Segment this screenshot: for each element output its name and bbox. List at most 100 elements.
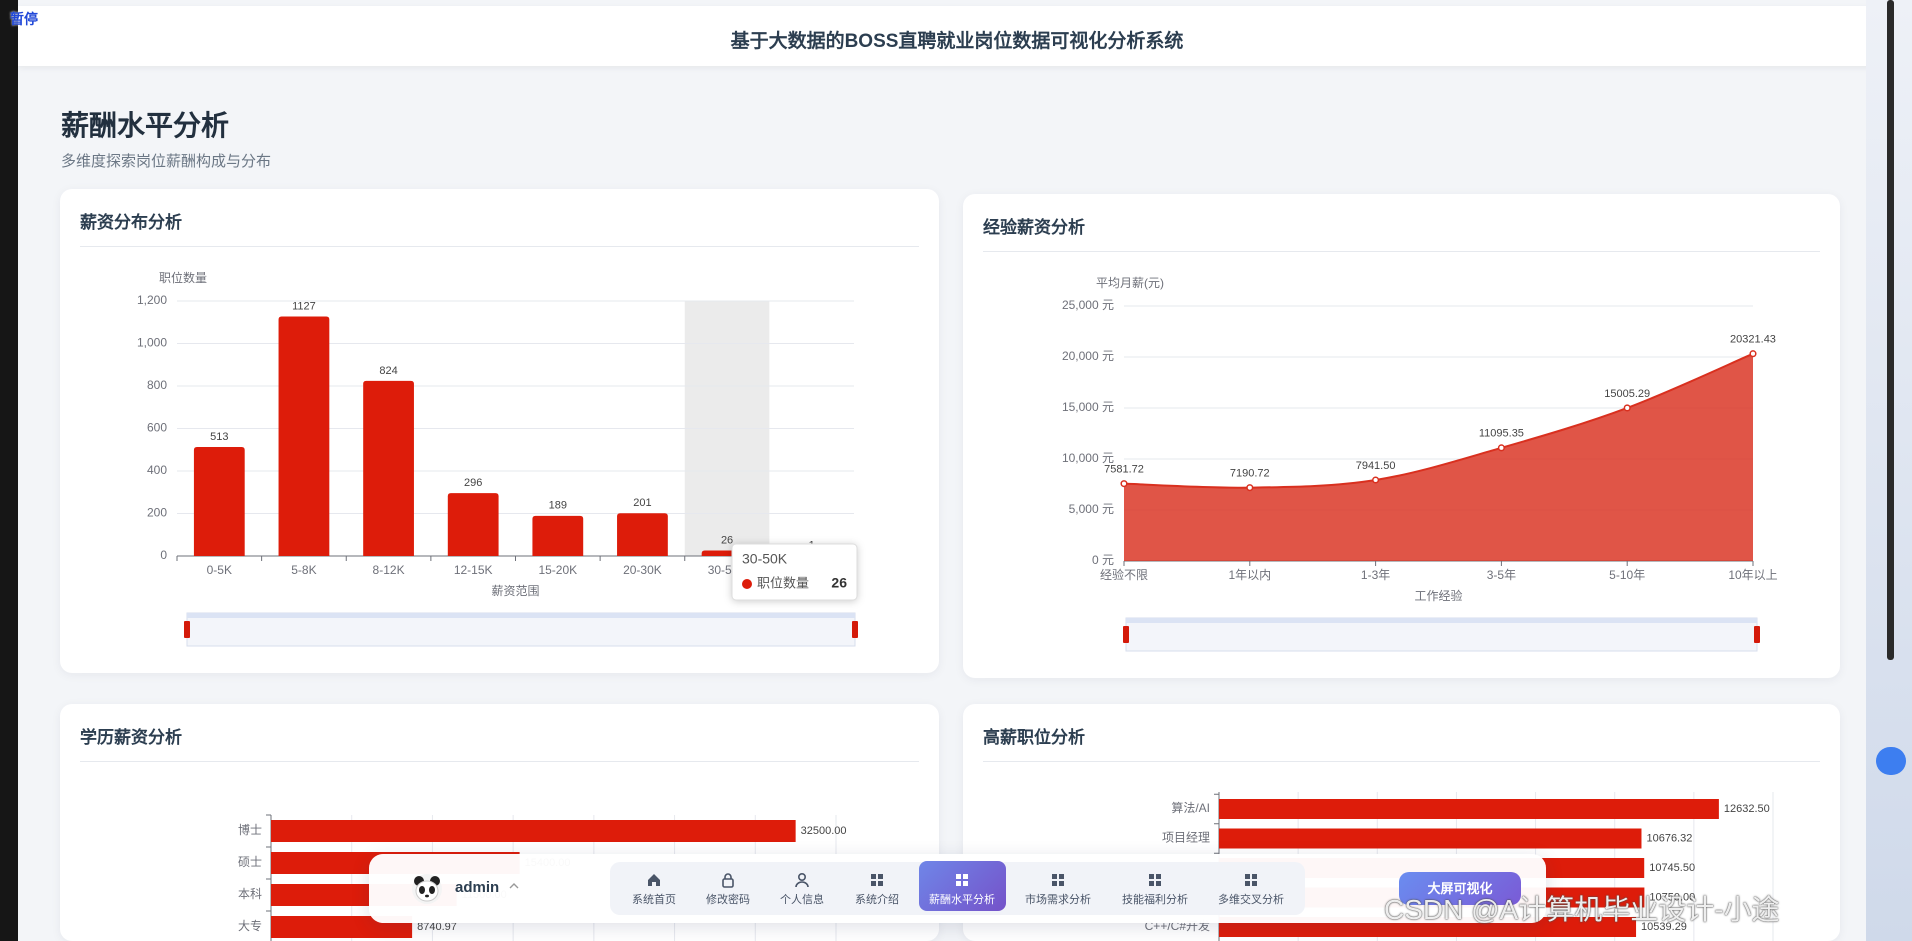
x-tick-label: 3-5年	[1487, 568, 1516, 582]
tooltip	[731, 543, 858, 601]
bar	[447, 493, 499, 556]
x-tick-label: 15-20K	[538, 563, 577, 577]
scrollbar[interactable]	[1887, 0, 1894, 660]
y-tick-label: 项目经理	[1162, 831, 1210, 845]
y-tick-label: 1,200	[137, 293, 167, 307]
nav-item[interactable]: 多维交叉分析	[1206, 872, 1296, 907]
point	[1623, 404, 1631, 412]
bar	[617, 513, 668, 556]
tooltip-title: 30-50K	[742, 551, 788, 567]
zoom-handle	[852, 621, 858, 638]
separator	[983, 251, 1820, 252]
data-label: 11095.35	[1479, 428, 1524, 440]
y-tick-label: 0 元	[1092, 553, 1114, 567]
point	[1372, 476, 1380, 484]
zoom-slider	[1125, 617, 1758, 652]
x-axis-label: 薪资范围	[491, 584, 539, 598]
y-tick-label: 15,000 元	[1062, 400, 1114, 414]
nav-label: 技能福利分析	[1122, 894, 1188, 906]
y-tick-label: 600	[147, 421, 167, 435]
tooltip-marker	[742, 579, 752, 589]
zoom-slider-bar	[187, 613, 855, 618]
icon-user	[795, 872, 809, 888]
data-label: 32500.00	[801, 825, 847, 837]
chart-card: 薪资分布分析 0 200 400 600 800 1,000 1,200 职位数量 薪资范围 51…	[60, 189, 939, 673]
icon-lock	[722, 873, 734, 888]
nav-label: 多维交叉分析	[1218, 894, 1284, 906]
x-tick-label: 0-5K	[207, 563, 232, 577]
bar	[271, 820, 796, 842]
nav-label: 修改密码	[706, 894, 750, 906]
nav-item[interactable]: 修改密码	[683, 872, 773, 907]
point	[1246, 484, 1254, 492]
y-tick-label: 本科	[238, 887, 262, 901]
nav-label: 市场需求分析	[1025, 894, 1091, 906]
zoom-handle	[1754, 626, 1760, 643]
zoom-handle	[1123, 626, 1129, 643]
card-title: 经验薪资分析	[983, 218, 1085, 237]
y-tick-label: 10,000 元	[1062, 451, 1114, 465]
data-label: 15005.29	[1604, 388, 1650, 400]
tooltip-series: 职位数量	[757, 575, 809, 590]
icon-grid	[871, 874, 883, 886]
data-label: 513	[210, 431, 228, 443]
bar	[278, 316, 330, 556]
header-title: 基于大数据的BOSS直聘就业岗位数据可视化分析系统	[730, 31, 1184, 52]
y-axis-label: 平均月薪(元)	[1096, 276, 1164, 290]
data-label: 12632.50	[1724, 803, 1770, 815]
separator	[983, 761, 1820, 762]
point	[1497, 444, 1505, 452]
user-name[interactable]: admin	[455, 879, 500, 896]
data-label: 10676.32	[1646, 832, 1692, 844]
tooltip-value: 26	[831, 575, 847, 591]
y-tick-label: 400	[147, 463, 167, 477]
data-label: 201	[633, 497, 651, 509]
side-button[interactable]	[1876, 747, 1906, 775]
data-label: 20321.43	[1730, 334, 1776, 346]
nav-label: 个人信息	[780, 894, 824, 906]
chart-card: 经验薪资分析 0 元 5,000 元 10,000 元 15,000 元 20,000 …	[963, 194, 1840, 678]
nav-bar: admin 系统首页 修改密码 个人信息 系统介绍 薪酬水平分析 市场需求分析 …	[369, 854, 1546, 923]
icon-grid	[1149, 874, 1161, 886]
separator	[80, 246, 919, 247]
watermark: CSDN @A计算机毕业设计-小途	[1384, 894, 1780, 925]
data-label: 824	[379, 365, 397, 377]
data-label: 296	[464, 477, 482, 489]
page-subtitle: 多维度探索岗位薪酬构成与分布	[61, 153, 272, 170]
card-title: 学历薪资分析	[80, 728, 182, 747]
y-tick-label: 0	[160, 548, 167, 562]
x-axis-label: 工作经验	[1414, 588, 1462, 603]
y-tick-label: 800	[147, 378, 167, 392]
area	[1124, 353, 1753, 561]
zoom-slider	[186, 612, 856, 647]
card-title: 高薪职位分析	[983, 728, 1085, 747]
caret[interactable]	[509, 881, 519, 891]
bar	[193, 446, 245, 556]
y-tick-label: 200	[147, 506, 167, 520]
point	[1749, 350, 1757, 358]
nav-label: 系统介绍	[855, 894, 899, 906]
icon-grid	[1052, 874, 1064, 886]
icon-grid	[956, 874, 968, 886]
nav-item[interactable]: 个人信息	[757, 872, 847, 907]
nav-item-active[interactable]: 薪酬水平分析	[917, 872, 1007, 907]
overlay-label[interactable]: 暂停	[10, 11, 38, 27]
data-label: 10539.29	[1641, 921, 1687, 933]
y-tick-label: 1,000	[137, 336, 167, 350]
nav-item[interactable]: 系统首页	[609, 872, 699, 907]
x-tick-label: 5-10年	[1609, 568, 1645, 582]
zoom-handle	[184, 621, 190, 638]
nav-item[interactable]: 市场需求分析	[1013, 872, 1103, 907]
data-label: 8740.97	[417, 921, 457, 933]
icon-home	[648, 874, 660, 886]
nav-item[interactable]: 技能福利分析	[1110, 872, 1200, 907]
avatar[interactable]	[411, 873, 443, 905]
nav-item[interactable]: 系统介绍	[832, 872, 922, 907]
x-tick-label: 经验不限	[1100, 567, 1148, 582]
big-screen-button[interactable]: 大屏可视化	[1399, 872, 1521, 905]
bar	[363, 380, 414, 556]
data-label: 189	[549, 500, 567, 512]
active-indicator	[919, 861, 1006, 911]
y-tick-label: 算法/AI	[1171, 800, 1210, 815]
